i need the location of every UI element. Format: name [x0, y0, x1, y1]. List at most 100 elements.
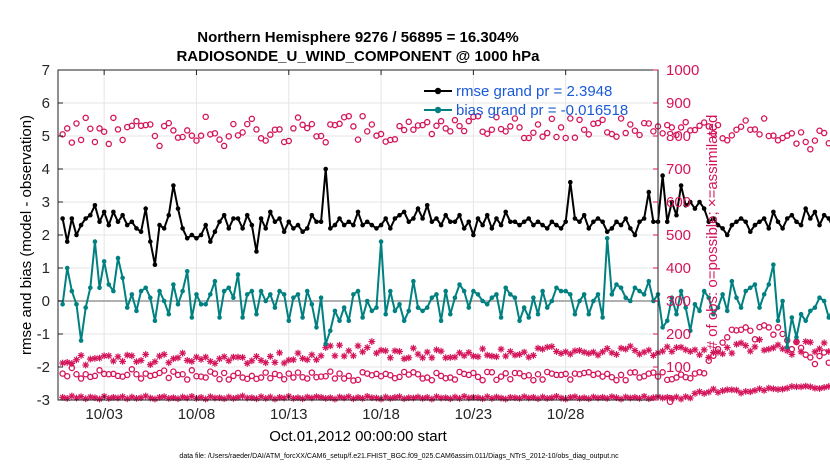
obs_possible_low-marker [243, 375, 251, 383]
obs_possible_low-marker [723, 334, 731, 341]
obs_assimilated-marker [340, 352, 348, 360]
obs_possible-marker [419, 121, 426, 129]
rmse-point [489, 226, 495, 231]
footnote: data file: /Users/raeder/DAI/ATM_forcXX/… [179, 453, 619, 460]
obs_assimilated-marker [91, 355, 99, 362]
obs_possible_low-marker [308, 369, 316, 376]
obs_assimilated_low-marker [271, 395, 279, 403]
obs_possible-marker [668, 124, 676, 131]
bias-point [424, 305, 430, 310]
obs_possible_low-marker [179, 371, 186, 378]
bias-point [581, 292, 587, 297]
rmse-point [503, 209, 508, 215]
obs_possible-marker [294, 114, 302, 121]
obs_possible_low-marker [497, 373, 505, 380]
rmse-point [743, 219, 748, 225]
obs_possible_low-marker [622, 376, 629, 384]
obs_possible_low-marker [820, 349, 828, 356]
bias-point [351, 292, 356, 297]
obs_possible-marker [243, 120, 251, 128]
obs_assimilated-marker [520, 348, 528, 356]
y-tick-left-label: 4 [42, 161, 50, 178]
obs_possible-marker [465, 117, 473, 125]
bias-point [97, 285, 102, 291]
rmse-point [406, 219, 412, 225]
obs_possible-marker [483, 130, 491, 137]
rmse-point [420, 216, 425, 221]
bias-point [623, 295, 628, 301]
bias-line [61, 237, 830, 349]
y-tick-left-label: -3 [37, 392, 50, 409]
y-axis-right-label: # of obs: o=possible; ×=assimilated [704, 115, 721, 350]
bias-point [808, 308, 813, 314]
obs_assimilated-marker [465, 349, 473, 356]
obs_possible-marker [368, 121, 376, 128]
obs_possible-marker [147, 121, 154, 128]
obs_assimilated-marker [169, 355, 177, 363]
rmse-point [604, 229, 610, 234]
obs_possible-marker [225, 133, 233, 140]
obs_assimilated-marker [183, 357, 191, 364]
obs_possible-marker [308, 120, 316, 128]
obs_possible_low-marker [133, 371, 140, 378]
obs_possible_low-marker [96, 367, 103, 374]
rmse-point [775, 219, 781, 225]
bias-point [198, 302, 204, 307]
bias-point [152, 318, 158, 324]
rmse-point [789, 212, 795, 218]
rmse-point [549, 219, 555, 225]
rmse-point [309, 212, 315, 218]
bias-point [568, 292, 573, 297]
bias-point [161, 298, 167, 304]
obs_possible-marker [220, 142, 228, 150]
bias-point [489, 295, 495, 301]
rmse-point [148, 239, 153, 244]
obs_possible-marker [723, 137, 731, 144]
obs_assimilated-marker [469, 352, 477, 360]
obs_possible_low-marker [530, 376, 537, 384]
bias-point [383, 311, 388, 317]
obs_assimilated-marker [599, 348, 607, 356]
y-tick-right-label: 600 [666, 194, 691, 211]
bias-point [821, 298, 827, 304]
rmse-point [466, 219, 472, 225]
bias-point [784, 344, 790, 350]
obs_assimilated-marker [534, 344, 542, 352]
obs_possible_low-marker [220, 369, 228, 377]
obs_possible-marker [216, 136, 223, 143]
obs_possible-marker [317, 132, 325, 140]
bias-point [92, 239, 98, 244]
obs_assimilated-marker [63, 358, 71, 366]
obs_possible-marker [303, 124, 311, 132]
rmse-point [706, 219, 712, 225]
obs_assimilated-marker [497, 345, 505, 353]
obs_possible_low-marker [659, 369, 666, 376]
rmse-point [318, 219, 324, 225]
obs_possible_low-marker [539, 376, 546, 383]
obs_possible-marker [737, 123, 745, 131]
obs_assimilated_low-marker [313, 393, 320, 401]
bias-point [392, 308, 398, 314]
obs_assimilated-marker [128, 352, 136, 360]
rmse-point [392, 216, 398, 221]
rmse-point [240, 226, 245, 231]
rmse-point [341, 222, 347, 228]
chart-title-line1: Northern Hemisphere 9276 / 56895 = 16.30… [197, 29, 518, 46]
bias-point [166, 311, 172, 317]
obs_possible-marker [160, 122, 168, 130]
obs_assimilated-marker [363, 344, 371, 351]
rmse-point [360, 222, 365, 228]
obs_assimilated-marker [299, 355, 307, 362]
bias-point [249, 288, 255, 294]
bias-point [101, 259, 107, 264]
rmse-point [203, 222, 208, 228]
obs_possible-marker [114, 126, 122, 133]
rmse-point [563, 219, 568, 225]
bias-point [711, 311, 716, 317]
bias-point [812, 305, 818, 310]
obs_assimilated-marker [719, 350, 727, 358]
obs_assimilated_low-marker [539, 393, 547, 401]
bias-point [775, 318, 781, 324]
obs_possible_low-marker [183, 376, 191, 383]
obs_possible-marker [691, 126, 699, 134]
